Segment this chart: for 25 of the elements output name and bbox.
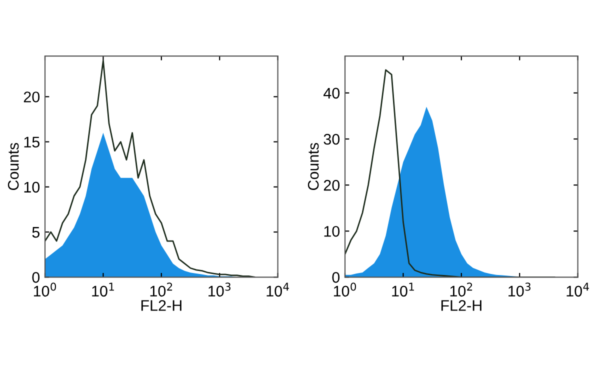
x-tick-label: 10$^{1}$ (92, 282, 114, 297)
y-tick-label: 20 (324, 180, 340, 191)
y-tick-label: 30 (324, 134, 340, 145)
line-series (45, 60, 256, 278)
y-tick-label: 40 (324, 88, 340, 99)
y-tick-label: 10 (24, 182, 40, 193)
x-tick-label: 10$^{0}$ (34, 282, 56, 297)
x-axis-title: FL2-H (141, 300, 182, 311)
x-tick-label: 10$^{1}$ (392, 282, 414, 297)
x-tick-label: 10$^{3}$ (208, 282, 230, 297)
x-tick-label: 10$^{3}$ (508, 282, 530, 297)
x-tick-label: 10$^{4}$ (266, 282, 289, 297)
x-tick-label: 10$^{0}$ (334, 282, 356, 297)
x-tick-label: 10$^{2}$ (450, 282, 472, 297)
y-tick-label: 0 (32, 272, 40, 283)
y-axis-title: Counts (308, 142, 319, 190)
y-tick-label: 10 (324, 226, 340, 237)
y-tick-label: 15 (24, 136, 40, 148)
x-tick-label: 10$^{2}$ (150, 282, 172, 297)
y-tick-label: 5 (32, 227, 40, 238)
y-tick-label: 20 (24, 92, 40, 102)
y-axis-title: Counts (8, 142, 19, 190)
x-tick-label: 10$^{4}$ (566, 282, 589, 297)
y-tick-label: 0 (332, 272, 340, 283)
x-axis-title: FL2-H (441, 300, 482, 311)
